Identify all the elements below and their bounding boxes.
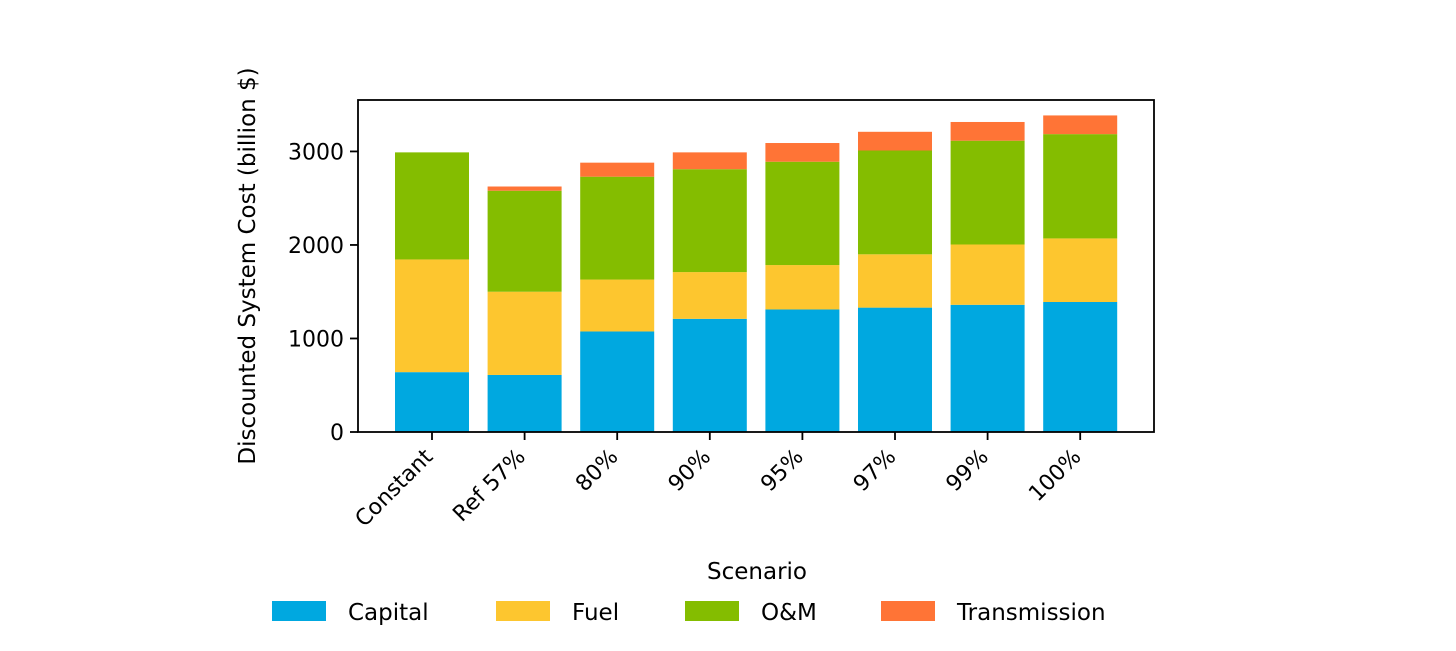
bar-oandm-99 bbox=[950, 140, 1025, 245]
bar-oandm-constant bbox=[395, 152, 469, 260]
bar-fuel-99 bbox=[950, 244, 1025, 305]
bar-oandm-90 bbox=[672, 169, 747, 273]
bar-transmission-80 bbox=[580, 162, 655, 177]
bar-transmission-95 bbox=[765, 143, 840, 162]
legend-label-capital: Capital bbox=[348, 600, 429, 626]
legend-label-fuel: Fuel bbox=[572, 600, 619, 626]
bar-fuel-97 bbox=[858, 254, 932, 308]
bar-capital-ref-57 bbox=[487, 374, 562, 432]
legend-label-transmission: Transmission bbox=[956, 600, 1106, 626]
bar-capital-90 bbox=[672, 318, 747, 432]
x-tick-label: 95% bbox=[756, 445, 808, 497]
plot-frame bbox=[357, 99, 1155, 433]
bar-transmission-90 bbox=[672, 152, 747, 170]
bar-capital-80 bbox=[580, 331, 655, 432]
bar-fuel-90 bbox=[672, 272, 747, 319]
x-axis: Constant Ref 57% 80% 90% 95% 97% 99% 100% bbox=[351, 432, 1086, 532]
bar-fuel-100 bbox=[1043, 238, 1118, 302]
x-tick-label: Ref 57% bbox=[448, 445, 530, 527]
bar-transmission-100 bbox=[1043, 115, 1118, 135]
bar-fuel-95 bbox=[765, 265, 840, 310]
bar-oandm-95 bbox=[765, 161, 840, 266]
bar-capital-constant bbox=[395, 372, 469, 432]
bar-oandm-97 bbox=[858, 150, 932, 255]
x-tick-label: 100% bbox=[1024, 445, 1086, 507]
bar-capital-97 bbox=[858, 307, 932, 432]
legend-label-oandm: O&M bbox=[761, 600, 817, 626]
bar-fuel-ref-57 bbox=[487, 291, 562, 375]
y-tick-label: 2000 bbox=[288, 234, 344, 259]
bar-transmission-99 bbox=[950, 121, 1025, 141]
legend: Capital Fuel O&M Transmission bbox=[272, 600, 1106, 626]
y-tick-label: 0 bbox=[330, 421, 344, 446]
y-tick-label: 3000 bbox=[288, 140, 344, 165]
bar-fuel-80 bbox=[580, 279, 655, 332]
bar-oandm-100 bbox=[1043, 134, 1118, 239]
x-axis-label: Scenario bbox=[707, 559, 807, 585]
x-tick-label: 90% bbox=[664, 445, 716, 497]
bars-layer bbox=[395, 115, 1118, 432]
y-tick-label: 1000 bbox=[288, 327, 344, 352]
legend-swatch-capital bbox=[272, 601, 326, 621]
legend-swatch-oandm bbox=[685, 601, 739, 621]
y-axis-label: Discounted System Cost (billion $) bbox=[235, 67, 261, 464]
bar-oandm-ref-57 bbox=[487, 190, 562, 292]
x-tick-label: 99% bbox=[942, 445, 994, 497]
legend-swatch-transmission bbox=[881, 601, 935, 621]
bar-capital-95 bbox=[765, 309, 840, 432]
x-tick-label: 97% bbox=[849, 445, 901, 497]
legend-swatch-fuel bbox=[496, 601, 550, 621]
bar-capital-100 bbox=[1043, 302, 1118, 432]
x-tick-label: Constant bbox=[351, 444, 439, 532]
bar-fuel-constant bbox=[395, 259, 469, 373]
x-tick-label: 80% bbox=[571, 445, 623, 497]
y-axis: 0 1000 2000 3000 bbox=[288, 140, 358, 446]
bar-oandm-80 bbox=[580, 176, 655, 280]
bar-capital-99 bbox=[950, 304, 1025, 432]
bar-transmission-97 bbox=[858, 131, 932, 151]
bar-transmission-ref-57 bbox=[487, 186, 562, 191]
